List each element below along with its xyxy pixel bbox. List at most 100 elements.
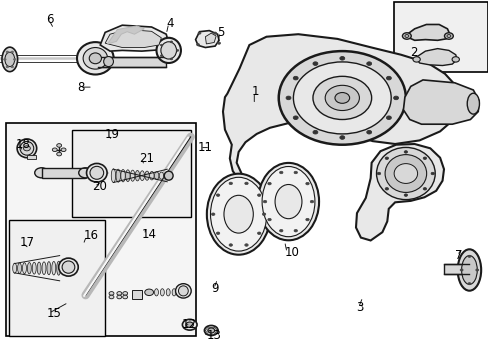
Ellipse shape <box>263 200 266 203</box>
Ellipse shape <box>274 184 302 219</box>
Ellipse shape <box>14 59 16 60</box>
Text: 21: 21 <box>139 152 154 165</box>
Ellipse shape <box>412 57 419 62</box>
Ellipse shape <box>17 139 37 158</box>
Polygon shape <box>105 30 161 48</box>
Ellipse shape <box>385 157 388 159</box>
Ellipse shape <box>293 171 297 174</box>
Text: 1: 1 <box>251 85 259 98</box>
Text: 6: 6 <box>46 13 54 26</box>
Ellipse shape <box>312 130 317 134</box>
Text: 14: 14 <box>142 228 157 241</box>
Ellipse shape <box>257 232 261 234</box>
Ellipse shape <box>178 289 182 296</box>
Bar <box>98 57 166 67</box>
Ellipse shape <box>258 163 319 240</box>
Ellipse shape <box>393 96 398 100</box>
Ellipse shape <box>62 261 75 273</box>
Ellipse shape <box>6 66 8 68</box>
Text: 5: 5 <box>217 26 224 39</box>
Ellipse shape <box>117 295 122 299</box>
Ellipse shape <box>154 289 158 296</box>
Ellipse shape <box>386 76 390 80</box>
Ellipse shape <box>393 163 417 183</box>
Ellipse shape <box>459 269 462 271</box>
Ellipse shape <box>339 57 344 60</box>
Ellipse shape <box>366 130 371 134</box>
Ellipse shape <box>216 194 219 197</box>
Ellipse shape <box>228 244 232 246</box>
Ellipse shape <box>262 166 314 237</box>
Ellipse shape <box>52 261 56 275</box>
Text: 12: 12 <box>182 318 197 331</box>
Text: 15: 15 <box>46 307 61 320</box>
Ellipse shape <box>178 286 188 296</box>
Text: 19: 19 <box>105 129 120 141</box>
Ellipse shape <box>207 328 214 333</box>
Ellipse shape <box>18 263 21 274</box>
Ellipse shape <box>32 262 36 274</box>
Ellipse shape <box>422 188 426 190</box>
Ellipse shape <box>244 244 248 246</box>
Ellipse shape <box>211 213 215 215</box>
Ellipse shape <box>206 174 270 255</box>
Ellipse shape <box>224 195 253 233</box>
Ellipse shape <box>305 218 308 221</box>
Ellipse shape <box>83 48 107 69</box>
Ellipse shape <box>278 51 405 145</box>
Polygon shape <box>403 80 478 124</box>
Ellipse shape <box>376 148 434 199</box>
Text: 10: 10 <box>284 246 299 259</box>
Ellipse shape <box>176 49 179 51</box>
Ellipse shape <box>204 325 218 336</box>
Polygon shape <box>355 144 443 240</box>
Ellipse shape <box>467 255 470 257</box>
Ellipse shape <box>5 52 15 67</box>
Text: 20: 20 <box>92 180 106 193</box>
Bar <box>443 264 468 274</box>
Text: 3: 3 <box>355 301 363 314</box>
Ellipse shape <box>403 150 407 153</box>
Bar <box>132 290 142 299</box>
Ellipse shape <box>154 172 159 180</box>
Ellipse shape <box>149 171 154 180</box>
Ellipse shape <box>11 51 14 53</box>
Bar <box>393 2 487 72</box>
Ellipse shape <box>4 59 6 60</box>
Ellipse shape <box>422 157 426 159</box>
Text: 11: 11 <box>197 141 212 154</box>
Ellipse shape <box>467 283 470 285</box>
Bar <box>6 123 195 336</box>
Ellipse shape <box>217 42 220 44</box>
Ellipse shape <box>196 44 199 46</box>
Ellipse shape <box>451 57 459 62</box>
Polygon shape <box>415 49 456 66</box>
Ellipse shape <box>244 182 248 185</box>
Ellipse shape <box>293 116 298 120</box>
Text: 18: 18 <box>16 138 30 151</box>
Ellipse shape <box>61 148 66 152</box>
Ellipse shape <box>42 262 46 275</box>
Ellipse shape <box>117 292 122 295</box>
Ellipse shape <box>23 146 30 151</box>
Ellipse shape <box>339 136 344 139</box>
Ellipse shape <box>385 154 426 192</box>
Ellipse shape <box>210 177 266 251</box>
Ellipse shape <box>109 292 114 295</box>
Ellipse shape <box>2 47 18 72</box>
Ellipse shape <box>285 96 290 100</box>
Polygon shape <box>195 31 219 48</box>
Ellipse shape <box>279 171 283 174</box>
Ellipse shape <box>122 295 127 299</box>
Ellipse shape <box>116 169 120 182</box>
Ellipse shape <box>182 319 197 330</box>
Ellipse shape <box>185 322 193 328</box>
Ellipse shape <box>77 42 113 75</box>
Ellipse shape <box>140 171 144 181</box>
Ellipse shape <box>293 76 298 80</box>
Ellipse shape <box>164 171 173 180</box>
Ellipse shape <box>198 32 201 34</box>
Text: 16: 16 <box>84 229 99 242</box>
Ellipse shape <box>135 171 140 181</box>
Ellipse shape <box>79 168 92 178</box>
